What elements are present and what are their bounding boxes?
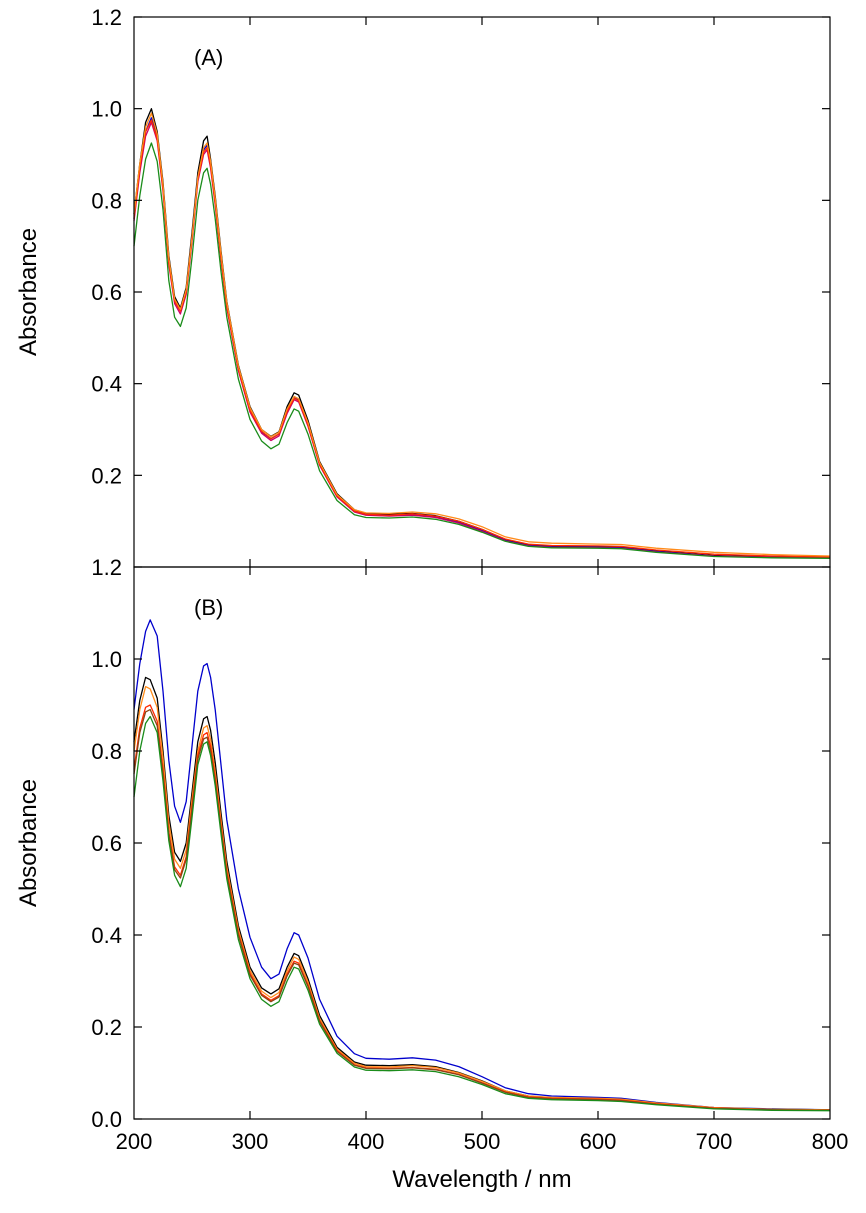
- panel-a-ytick-label-0.8: 0.8: [91, 188, 122, 213]
- panel-a-series-line-3: [133, 121, 831, 559]
- panel-a-ytick-label-1.2: 1.2: [91, 5, 122, 30]
- panel-b-ytick-label-0.4: 0.4: [91, 923, 122, 948]
- panel-b-xtick-label-700: 700: [696, 1129, 733, 1154]
- panel-b-ytick-label-1.2: 1.2: [91, 555, 122, 580]
- panel-a-series-line-4: [133, 119, 831, 558]
- panel-b-panel-label: (B): [194, 595, 223, 620]
- panel-b-ytick-label-0.0: 0.0: [91, 1107, 122, 1132]
- panel-a-series-line-6: [133, 142, 831, 559]
- panel-b-x-axis-title: Wavelength / nm: [392, 1166, 571, 1193]
- panel-a-ytick-label-0.4: 0.4: [91, 372, 122, 397]
- panel-a-y-axis-title: Absorbance: [15, 228, 42, 356]
- panel-b-xtick-label-600: 600: [580, 1129, 617, 1154]
- panel-b-plot-frame: [133, 566, 831, 1120]
- panel-b-series-line-1: [133, 619, 831, 1111]
- panel-b-series-group: [133, 619, 831, 1112]
- panel-a-ytick-label-0.6: 0.6: [91, 280, 122, 305]
- panel-b-ytick-label-0.8: 0.8: [91, 739, 122, 764]
- panel-b-series-line-3: [133, 685, 831, 1111]
- panel-b-series-line-2: [133, 676, 831, 1111]
- panel-b-ytick-label-0.6: 0.6: [91, 831, 122, 856]
- panel-a-ytick-label-1.0: 1.0: [91, 97, 122, 122]
- panel-b-series-line-4: [133, 704, 831, 1111]
- panel-a-series-line-2: [133, 117, 831, 559]
- panel-b-ytick-label-0.2: 0.2: [91, 1015, 122, 1040]
- panel-b-xtick-label-300: 300: [232, 1129, 269, 1154]
- panel-b-ytick-label-1.0: 1.0: [91, 647, 122, 672]
- panel-b-y-axis-title: Absorbance: [15, 779, 42, 907]
- panel-a-series-line-1: [133, 108, 831, 559]
- panel-a-series-group: [133, 108, 831, 559]
- panel-a-panel-label: (A): [194, 45, 223, 70]
- panel-a-plot-frame: [133, 16, 831, 568]
- panel-b-series-line-5: [133, 708, 831, 1111]
- panel-b-xtick-label-200: 200: [116, 1129, 153, 1154]
- panel-b-xtick-label-800: 800: [812, 1129, 849, 1154]
- panel-a-ytick-label-0.2: 0.2: [91, 463, 122, 488]
- panel-b-xtick-label-500: 500: [464, 1129, 501, 1154]
- panel-b: 0.0 0.2 0.4 0.6 0.8 1.0 1.2 200 300 400 500 600 700 8…: [15, 555, 848, 1193]
- panel-b-series-line-6: [133, 715, 831, 1112]
- panel-a: 0.2 0.4 0.6 0.8 1.0 1.2 Absorbance (A): [15, 5, 831, 568]
- panel-b-xtick-label-400: 400: [348, 1129, 385, 1154]
- panel-a-series-line-5: [133, 112, 831, 557]
